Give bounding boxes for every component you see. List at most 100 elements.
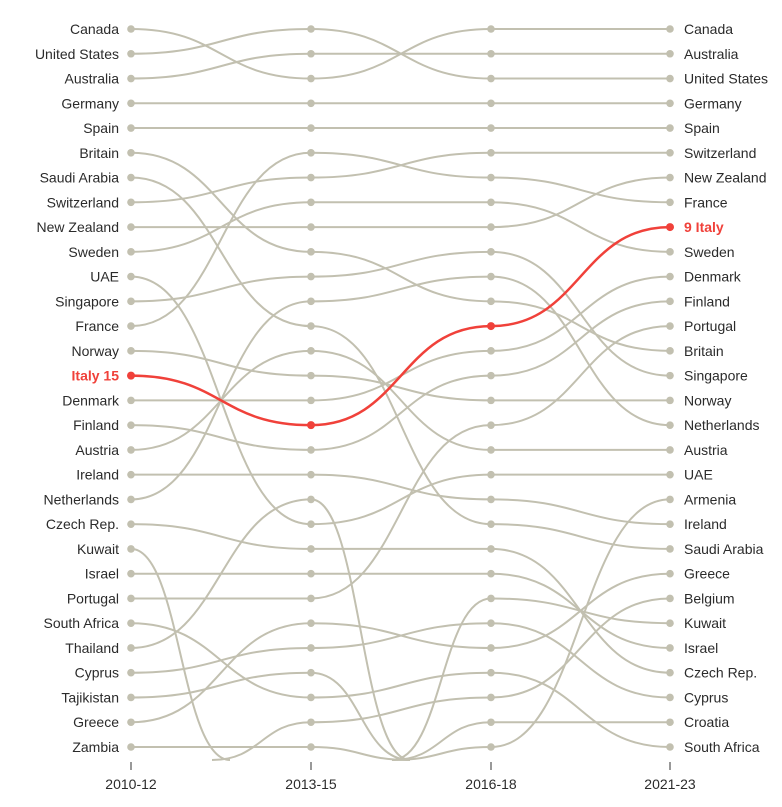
series-line xyxy=(310,696,492,724)
rank-point xyxy=(307,594,315,603)
rank-point xyxy=(127,173,135,182)
series-austria xyxy=(127,347,674,454)
series-line xyxy=(130,671,312,699)
series-israel xyxy=(127,569,674,652)
series-line xyxy=(391,597,492,761)
left-label: Germany xyxy=(61,95,119,111)
rank-point xyxy=(487,74,495,83)
left-label: Czech Rep. xyxy=(46,516,119,532)
series-line xyxy=(130,176,312,204)
series-france xyxy=(127,148,674,330)
rank-point xyxy=(487,49,495,58)
left-label: Kuwait xyxy=(77,541,119,557)
series-line xyxy=(310,746,411,761)
rank-point xyxy=(666,594,674,603)
left-label: Norway xyxy=(72,343,119,359)
series-line xyxy=(391,721,492,761)
left-label: Britain xyxy=(79,145,119,161)
right-label: Britain xyxy=(684,343,724,359)
rank-point xyxy=(127,198,135,207)
series-belgium xyxy=(211,594,674,761)
series-line xyxy=(490,523,671,550)
series-croatia xyxy=(391,718,674,761)
rank-point xyxy=(127,49,135,58)
right-label: Cyprus xyxy=(684,689,728,705)
right-label: Portugal xyxy=(684,318,736,334)
rank-point xyxy=(127,421,135,429)
rank-point xyxy=(127,545,135,553)
rank-point xyxy=(127,619,135,628)
series-line xyxy=(490,275,671,352)
rank-point xyxy=(307,248,315,256)
series-line xyxy=(490,325,671,427)
series-canada xyxy=(127,25,674,83)
rank-point xyxy=(666,297,674,306)
series-line xyxy=(130,275,312,303)
period-label: 2013-15 xyxy=(285,776,337,792)
rank-point xyxy=(666,619,674,628)
right-label: United States xyxy=(684,71,768,87)
rank-point xyxy=(487,25,495,33)
right-label: Kuwait xyxy=(684,615,726,631)
series-line xyxy=(310,250,492,278)
rank-point xyxy=(487,619,495,628)
left-label: Ireland xyxy=(76,467,119,483)
series-line xyxy=(130,28,312,80)
series-line xyxy=(310,325,492,526)
series-line xyxy=(490,597,671,699)
rank-point xyxy=(127,718,135,727)
rank-point xyxy=(127,99,135,108)
rank-point xyxy=(666,718,674,727)
rank-point xyxy=(487,421,495,429)
rank-point xyxy=(487,248,495,256)
series-line xyxy=(130,523,312,550)
rank-point xyxy=(307,495,315,504)
series-line xyxy=(490,498,671,748)
rank-point xyxy=(487,470,495,479)
rank-point xyxy=(487,223,495,231)
rank-point xyxy=(666,347,674,355)
rank-point xyxy=(127,347,135,355)
right-label: Germany xyxy=(684,95,742,111)
series-line xyxy=(130,498,312,649)
rank-point xyxy=(666,495,674,504)
rank-point xyxy=(666,470,674,479)
lines-layer xyxy=(127,25,674,761)
rank-point xyxy=(307,545,315,553)
series-line xyxy=(490,572,671,649)
right-label: UAE xyxy=(684,467,713,483)
rank-point xyxy=(307,718,315,727)
left-label: Switzerland xyxy=(47,194,119,210)
left-label: Netherlands xyxy=(44,491,120,507)
rank-point xyxy=(127,223,135,231)
series-thailand xyxy=(127,495,411,761)
series-singapore xyxy=(127,248,674,380)
left-label: Denmark xyxy=(62,392,120,408)
series-south-africa xyxy=(127,619,674,751)
series-line xyxy=(310,424,492,600)
rank-point xyxy=(307,743,315,751)
left-label: Portugal xyxy=(67,590,119,606)
series-kuwait xyxy=(127,545,674,761)
rank-point xyxy=(127,743,135,751)
rank-point xyxy=(127,668,135,677)
rank-point xyxy=(487,569,495,578)
rank-point xyxy=(127,124,135,132)
rank-point xyxy=(127,297,135,306)
left-label: Saudi Arabia xyxy=(40,170,120,186)
series-line xyxy=(490,176,671,229)
series-line xyxy=(310,671,411,761)
rank-point xyxy=(487,371,495,380)
rank-point xyxy=(666,198,674,207)
series-australia xyxy=(127,49,674,83)
rank-point xyxy=(307,619,315,628)
rank-point xyxy=(307,446,315,454)
rank-point xyxy=(307,371,315,380)
series-line xyxy=(130,201,312,253)
rank-point xyxy=(666,371,674,380)
right-label: Canada xyxy=(684,21,733,37)
rank-point xyxy=(487,99,495,108)
rank-point xyxy=(127,248,135,256)
rank-point xyxy=(307,421,315,430)
series-cyprus xyxy=(127,619,674,702)
